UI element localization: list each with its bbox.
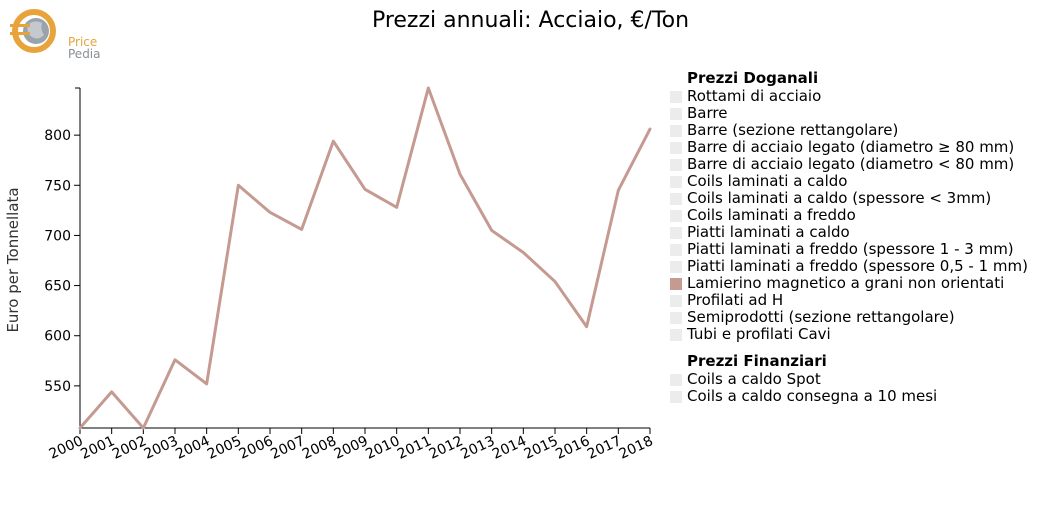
legend-item-label: Barre di acciaio legato (diametro ≥ 80 m… [687,138,1015,156]
series-line[interactable] [78,86,652,430]
legend-swatch [670,312,682,324]
data-point[interactable] [488,226,496,234]
legend-item-label: Barre di acciaio legato (diametro < 80 m… [687,155,1015,173]
data-point[interactable] [614,186,622,194]
legend-item[interactable]: Barre di acciaio legato (diametro < 80 m… [670,156,1055,173]
legend-item[interactable]: Tubi e profilati Cavi [670,326,1055,343]
logo-text-pedia: Pedia [68,47,101,61]
legend-item-label: Lamierino magnetico a grani non orientat… [687,274,1005,292]
legend-item-label: Barre [687,104,728,122]
legend-item[interactable]: Piatti laminati a freddo (spessore 1 - 3… [670,241,1055,258]
logo-text-price: Price [68,35,98,49]
pricepedia-logo[interactable]: Price Pedia [10,9,110,60]
legend-item[interactable]: Barre di acciaio legato (diametro ≥ 80 m… [670,139,1055,156]
legend-swatch [670,261,682,273]
legend-item-label: Coils a caldo consegna a 10 mesi [687,387,938,405]
data-point[interactable] [171,356,179,364]
data-point[interactable] [393,203,401,211]
legend-item-label: Coils laminati a freddo [687,206,856,224]
legend-swatch [670,374,682,386]
chart-title: Prezzi annuali: Acciaio, €/Ton [371,8,690,33]
y-tick-label: 650 [44,279,71,295]
y-tick-label: 700 [44,228,71,244]
legend-item[interactable]: Coils laminati a caldo (spessore < 3mm) [670,190,1055,207]
legend-group-title: Prezzi Doganali [687,69,819,87]
legend-swatch [670,142,682,154]
data-point[interactable] [646,125,654,133]
chart-plot-area [76,84,654,432]
data-point[interactable] [108,388,116,396]
legend-item[interactable]: Barre (sezione rettangolare) [670,122,1055,139]
legend-swatch [670,244,682,256]
legend-item-label: Tubi e profilati Cavi [687,325,831,343]
legend-item[interactable]: Barre [670,105,1055,122]
y-tick-label: 800 [44,128,71,144]
legend-item-label: Piatti laminati a freddo (spessore 0,5 -… [687,257,1028,275]
legend-swatch [670,227,682,239]
data-point[interactable] [519,248,527,256]
legend-item-label: Semiprodotti (sezione rettangolare) [687,308,955,326]
legend-swatch [670,91,682,103]
y-axis-label: Euro per Tonnellata [4,187,22,332]
legend-item[interactable]: Coils a caldo Spot [670,371,1055,388]
legend-item-label: Piatti laminati a caldo [687,223,850,241]
y-tick-label: 550 [44,379,71,395]
data-point[interactable] [234,181,242,189]
legend-item[interactable]: Lamierino magnetico a grani non orientat… [670,275,1055,292]
y-tick-label: 600 [44,329,71,345]
chart-axes: 5506006507007508002000200120022003200420… [4,87,656,463]
data-point[interactable] [203,380,211,388]
legend-item[interactable]: Coils a caldo consegna a 10 mesi [670,388,1055,405]
legend-item[interactable]: Coils laminati a caldo [670,173,1055,190]
legend-group-title: Prezzi Finanziari [687,352,827,370]
legend-swatch [670,329,682,341]
data-point[interactable] [424,84,432,92]
legend-item[interactable]: Profilati ad H [670,292,1055,309]
legend-item[interactable]: Piatti laminati a freddo (spessore 0,5 -… [670,258,1055,275]
legend-item[interactable]: Coils laminati a freddo [670,207,1055,224]
legend-item[interactable]: Rottami di acciaio [670,88,1055,105]
legend-swatch [670,295,682,307]
data-point[interactable] [551,278,559,286]
legend-item-label: Rottami di acciaio [687,87,822,105]
legend-swatch [670,210,682,222]
legend-swatch [670,278,682,290]
legend-item-label: Coils laminati a caldo (spessore < 3mm) [687,189,992,207]
legend-swatch [670,125,682,137]
legend-swatch [670,108,682,120]
legend-group: Prezzi Doganali Rottami di acciaio Barre Ba… [670,68,1055,343]
y-tick-label: 750 [44,178,71,194]
legend-item[interactable]: Semiprodotti (sezione rettangolare) [670,309,1055,326]
legend: Prezzi Doganali Rottami di acciaio Barre Ba… [670,68,1055,405]
legend-swatch [670,193,682,205]
legend-group: Prezzi Finanziari Coils a caldo Spot Coils… [670,351,1055,405]
data-point[interactable] [361,185,369,193]
legend-swatch [670,159,682,171]
legend-item-label: Coils laminati a caldo [687,172,848,190]
logo-text: Price Pedia [68,36,101,60]
legend-swatch [670,176,682,188]
x-tick-label: 2018 [617,433,656,463]
data-point[interactable] [583,323,591,331]
legend-item[interactable]: Piatti laminati a caldo [670,224,1055,241]
legend-item-label: Profilati ad H [687,291,784,309]
data-point[interactable] [298,225,306,233]
logo-globe-icon [10,9,56,53]
data-point[interactable] [76,424,84,432]
data-point[interactable] [266,208,274,216]
legend-item-label: Piatti laminati a freddo (spessore 1 - 3… [687,240,1014,258]
legend-item-label: Coils a caldo Spot [687,370,821,388]
data-point[interactable] [329,137,337,145]
legend-swatch [670,391,682,403]
data-point[interactable] [456,170,464,178]
legend-item-label: Barre (sezione rettangolare) [687,121,899,139]
data-point[interactable] [139,424,147,432]
